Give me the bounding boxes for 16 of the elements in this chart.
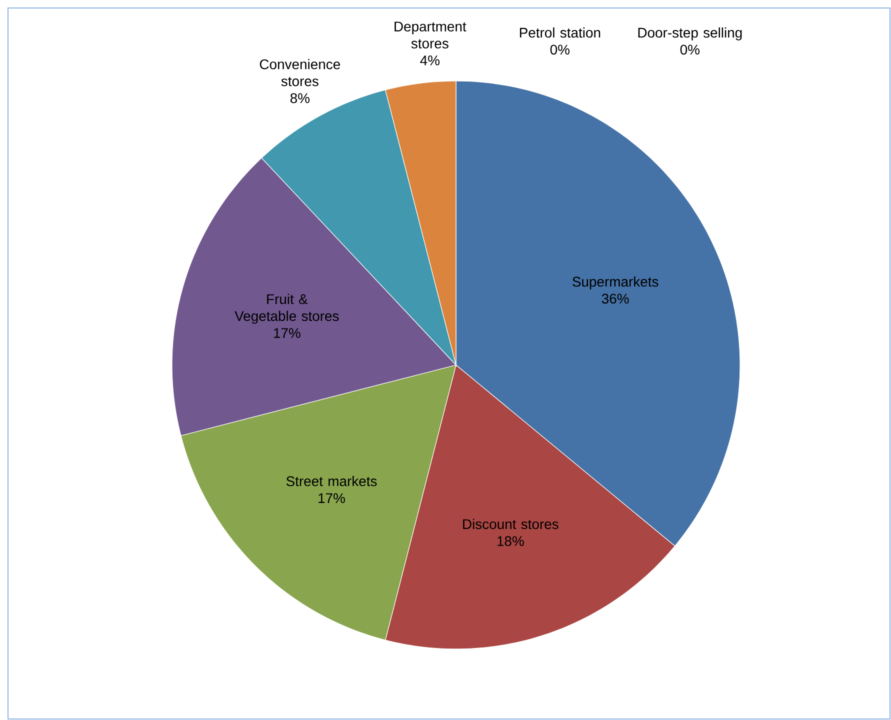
data-label: 8% — [290, 93, 310, 104]
data-label: 17% — [274, 328, 300, 338]
slice-label: Discount stores — [463, 518, 558, 530]
data-label: 17% — [318, 493, 345, 504]
category-label: Petrol station — [520, 27, 600, 38]
text: 0% — [550, 44, 570, 55]
slice-label: Street markets — [286, 476, 377, 486]
slice-label: Convenience stores — [260, 59, 340, 86]
data-label: 4% — [420, 56, 440, 66]
slice-label: Fruit & Vegetable stores — [234, 294, 339, 324]
slice-label: Supermarkets — [572, 276, 658, 290]
data-label: 18% — [498, 536, 524, 546]
slice-label: Department stores — [394, 22, 466, 48]
text: 0% — [680, 44, 700, 55]
category-label: Door-step selling — [638, 27, 742, 40]
data-label: 36% — [602, 294, 629, 304]
